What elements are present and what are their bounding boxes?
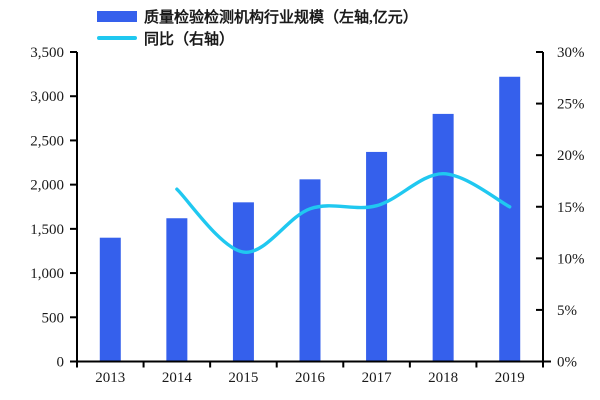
bar-2017	[366, 151, 388, 362]
growth-line	[175, 171, 512, 254]
left-axis-tick-label: 2,500	[30, 133, 64, 149]
x-axis-label: 2019	[495, 370, 525, 386]
line-series-label: 同比（右轴）	[144, 31, 235, 48]
x-axis-label: 2015	[228, 370, 258, 386]
bar-2014	[166, 218, 188, 362]
bar-2015	[232, 202, 254, 362]
left-axis-tick-label: 1,500	[30, 222, 64, 238]
right-axis-tick-label: 20%	[557, 148, 585, 164]
bar-2016	[299, 179, 321, 362]
bar-series-label: 质量检验检测机构行业规模（左轴,亿元）	[144, 9, 418, 26]
x-axis-label: 2017	[362, 370, 393, 386]
left-axis-tick-label: 500	[42, 310, 65, 326]
left-axis-tick-label: 3,500	[30, 45, 64, 61]
left-axis-tick-label: 0	[57, 355, 65, 371]
legend-item-bar-series: 质量检验检测机构行业规模（左轴,亿元）	[97, 5, 418, 27]
right-axis-tick-label: 10%	[557, 251, 585, 267]
bar-series-swatch	[97, 10, 137, 22]
right-axis-tick-label: 0%	[557, 355, 577, 371]
right-axis-tick-label: 30%	[557, 45, 585, 61]
left-axis-tick-label: 3,000	[30, 89, 64, 105]
bar-2018	[432, 113, 454, 362]
legend: 质量检验检测机构行业规模（左轴,亿元） 同比（右轴）	[97, 5, 418, 49]
x-axis-label: 2018	[428, 370, 458, 386]
x-axis-label: 2014	[162, 370, 193, 386]
line-series-swatch	[97, 36, 137, 40]
left-axis-tick-label: 1,000	[30, 266, 64, 282]
bar-2013	[99, 237, 121, 362]
x-axis-label: 2016	[295, 370, 326, 386]
right-axis-tick-label: 15%	[557, 200, 585, 216]
right-axis-tick-label: 25%	[557, 97, 585, 113]
x-axis-label: 2013	[95, 370, 125, 386]
bar-2019	[499, 76, 521, 362]
left-axis-tick-label: 2,000	[30, 178, 64, 194]
right-axis-tick-label: 5%	[557, 303, 577, 319]
legend-item-line-series: 同比（右轴）	[97, 27, 418, 49]
